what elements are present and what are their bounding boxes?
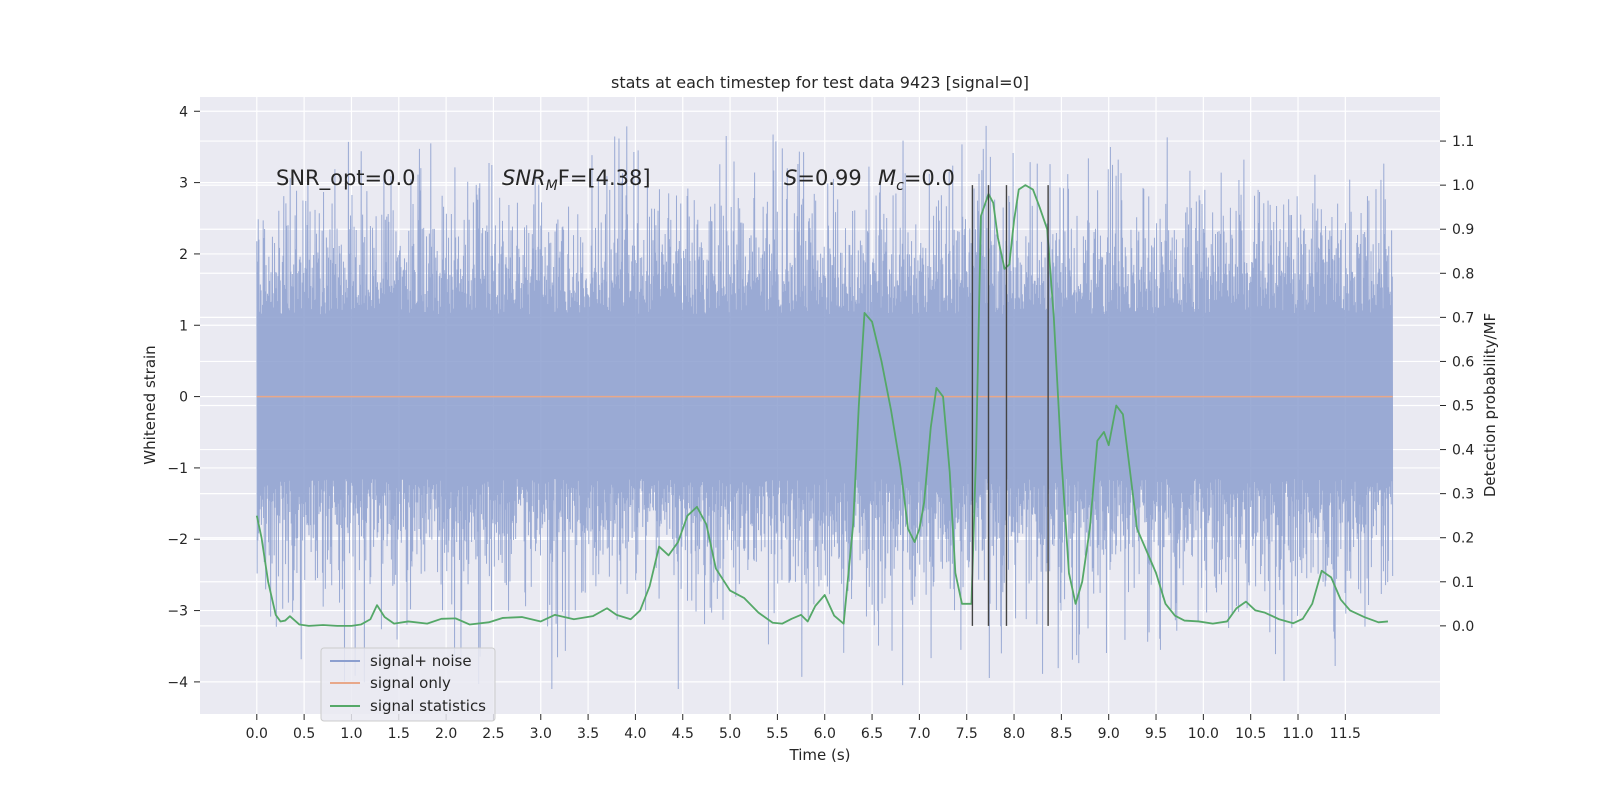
x-tick-label: 1.5 <box>388 726 410 742</box>
x-tick-label: 2.0 <box>435 726 457 742</box>
annotation-snr-opt: SNR_opt=0.0 <box>276 166 416 191</box>
annotation-mc: Mc=0.0 <box>878 166 955 194</box>
chart-title: stats at each timestep for test data 942… <box>611 73 1029 92</box>
y-right-tick-label: 0.4 <box>1452 443 1474 459</box>
x-tick-label: 9.0 <box>1098 726 1120 742</box>
x-tick-label: 5.0 <box>719 726 741 742</box>
y-tick-label: −1 <box>167 461 188 477</box>
x-tick-label: 11.0 <box>1282 726 1313 742</box>
y-right-tick-label: 0.3 <box>1452 487 1474 503</box>
legend-box <box>320 647 496 722</box>
x-tick-label: 3.5 <box>577 726 599 742</box>
y-right-tick-label: 0.2 <box>1452 531 1474 547</box>
legend-label-signal-only: signal only <box>370 674 451 692</box>
y-tick-label: 4 <box>179 104 188 120</box>
y-axis-ticks: 4 3 2 1 0 −1 −2 −3 −4 <box>167 104 200 691</box>
y-right-tick-label: 0.8 <box>1452 266 1474 282</box>
x-tick-label: 5.5 <box>766 726 788 742</box>
annotations: SNR_opt=0.0 SNRMF=[4.38] S=0.99 Mc=0.0 <box>276 166 955 194</box>
y-right-tick-label: 0.0 <box>1452 619 1474 635</box>
noise-trace <box>256 125 1394 690</box>
y-axis-label: Whitened strain <box>141 345 159 464</box>
legend-label-signal-statistics: signal statistics <box>370 697 486 715</box>
x-tick-label: 1.0 <box>340 726 362 742</box>
x-tick-label: 7.5 <box>956 726 978 742</box>
y-right-tick-label: 0.7 <box>1452 310 1474 326</box>
series <box>255 184 1393 627</box>
y-right-tick-label: 0.9 <box>1452 222 1474 238</box>
x-tick-label: 0.5 <box>293 726 315 742</box>
series-signal-noise-line <box>256 125 1394 690</box>
y-right-tick-label: 0.6 <box>1452 354 1474 370</box>
y-right-axis-ticks: 0.0 0.1 0.2 0.3 0.4 0.5 0.6 0.7 0.8 0.9 1.0 1.1 <box>1440 134 1474 635</box>
x-tick-label: 0.0 <box>246 726 268 742</box>
x-tick-label: 2.5 <box>482 726 504 742</box>
x-axis-label: Time (s) <box>789 746 851 764</box>
x-tick-label: 8.0 <box>1003 726 1025 742</box>
series-signal-statistics-line <box>255 184 1389 627</box>
x-axis-ticks: 0.0 0.5 1.0 1.5 2.0 2.5 3.0 3.5 4.0 4.5 5.0 5.5 6.0 6… <box>246 714 1361 742</box>
y-tick-label: 3 <box>179 176 188 192</box>
x-tick-label: 4.5 <box>672 726 694 742</box>
y-tick-label: −4 <box>167 675 188 691</box>
y-tick-label: 1 <box>179 318 188 334</box>
x-tick-label: 11.5 <box>1330 726 1361 742</box>
y-right-tick-label: 1.1 <box>1452 134 1474 150</box>
y-right-tick-label: 0.5 <box>1452 399 1474 415</box>
legend: signal+ noise signal only signal statist… <box>320 647 496 722</box>
x-tick-label: 6.5 <box>861 726 883 742</box>
x-tick-label: 6.0 <box>814 726 836 742</box>
x-tick-label: 4.0 <box>624 726 646 742</box>
legend-label-signal-noise: signal+ noise <box>370 652 472 670</box>
vertical-markers <box>971 185 1049 626</box>
x-tick-label: 8.5 <box>1050 726 1072 742</box>
x-tick-label: 9.5 <box>1145 726 1167 742</box>
y-right-tick-label: 0.1 <box>1452 575 1474 591</box>
x-tick-label: 7.0 <box>908 726 930 742</box>
y-tick-label: 2 <box>179 247 188 263</box>
x-tick-label: 10.0 <box>1188 726 1219 742</box>
y-tick-label: −2 <box>167 532 188 548</box>
y-right-axis-label: Detection probability/MF <box>1481 313 1499 497</box>
y-tick-label: −3 <box>167 604 188 620</box>
x-tick-label: 3.0 <box>530 726 552 742</box>
annotation-snr-mf: SNRMF=[4.38] <box>502 166 651 194</box>
y-right-tick-label: 1.0 <box>1452 178 1474 194</box>
annotation-s: S=0.99 <box>784 166 862 190</box>
x-tick-label: 10.5 <box>1235 726 1266 742</box>
y-tick-label: 0 <box>179 390 188 406</box>
